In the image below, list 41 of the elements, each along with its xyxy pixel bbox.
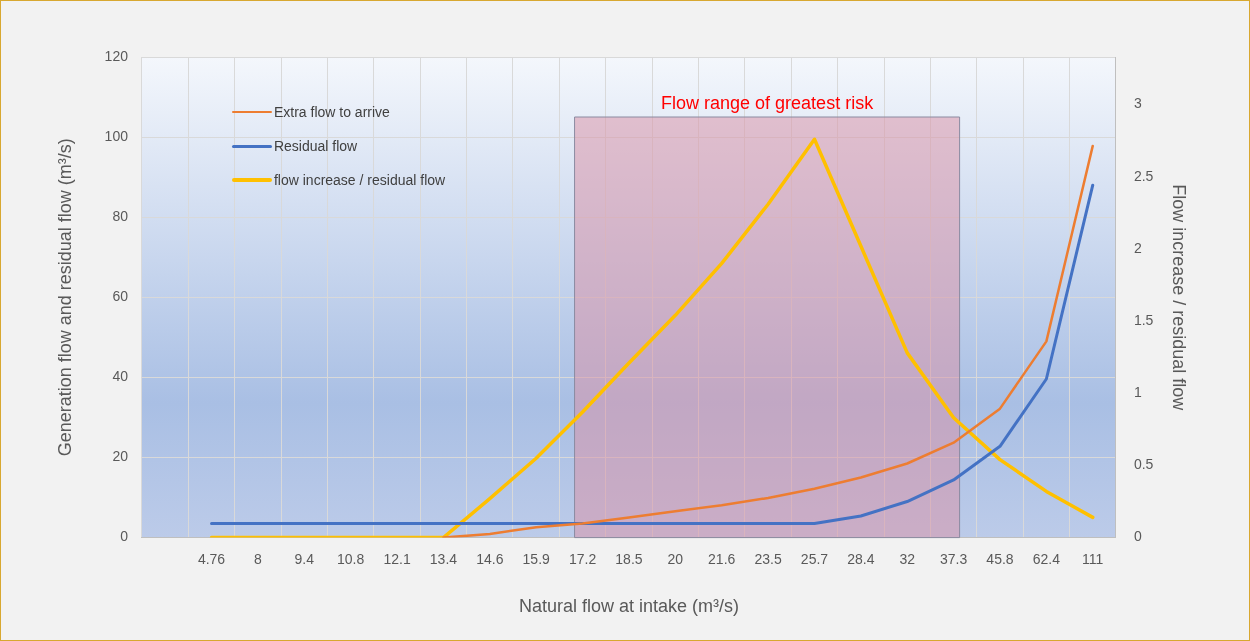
y-tick-label: 120 (104, 47, 129, 64)
x-tick-label: 21.6 (708, 550, 736, 567)
y2-tick-label: 0 (1133, 528, 1142, 545)
x-tick-label: 45.8 (986, 550, 1014, 567)
y-tick-label: 40 (112, 368, 129, 385)
band-label: Flow range of greatest risk (661, 92, 875, 113)
x-tick-label: 62.4 (1032, 550, 1061, 567)
x-tick-label: 12.1 (383, 550, 411, 567)
y-tick-label: 20 (112, 448, 129, 465)
y-tick-label: 80 (112, 208, 129, 225)
x-tick-label: 32 (899, 550, 916, 567)
x-tick-label: 4.76 (197, 550, 226, 567)
legend-label: flow increase / residual flow (273, 172, 446, 188)
x-tick-label: 18.5 (615, 550, 643, 567)
y-tick-label: 0 (120, 528, 129, 545)
y-axis-title: Generation flow and residual flow (m³/s) (54, 138, 75, 457)
y2-tick-label: 2 (1133, 239, 1142, 256)
x-tick-label: 8 (254, 550, 263, 567)
x-tick-label: 14.6 (476, 550, 504, 567)
x-tick-label: 23.5 (754, 550, 782, 567)
y-tick-label: 100 (104, 127, 129, 144)
x-tick-label: 25.7 (800, 550, 829, 567)
y2-tick-label: 3 (1133, 95, 1142, 112)
x-tick-label: 111 (1082, 550, 1104, 567)
y2-axis-title: Flow increase / residual flow (1169, 184, 1190, 412)
x-tick-label: 28.4 (847, 550, 875, 567)
y2-tick-label: 0.5 (1133, 456, 1154, 473)
y-tick-label: 60 (112, 288, 129, 305)
x-tick-label: 13.4 (429, 550, 458, 567)
legend-label: Extra flow to arrive (273, 104, 390, 120)
x-tick-label: 20 (667, 550, 684, 567)
y2-tick-label: 2.5 (1133, 167, 1154, 184)
y2-tick-label: 1.5 (1133, 311, 1154, 328)
x-tick-label: 9.4 (294, 550, 315, 567)
x-tick-label: 17.2 (568, 550, 597, 567)
x-tick-label: 10.8 (337, 550, 365, 567)
y2-tick-label: 1 (1133, 384, 1142, 401)
legend-label: Residual flow (273, 138, 358, 154)
x-tick-label: 15.9 (522, 550, 551, 567)
x-axis-title: Natural flow at intake (m³/s) (518, 596, 739, 617)
x-tick-label: 37.3 (939, 550, 968, 567)
